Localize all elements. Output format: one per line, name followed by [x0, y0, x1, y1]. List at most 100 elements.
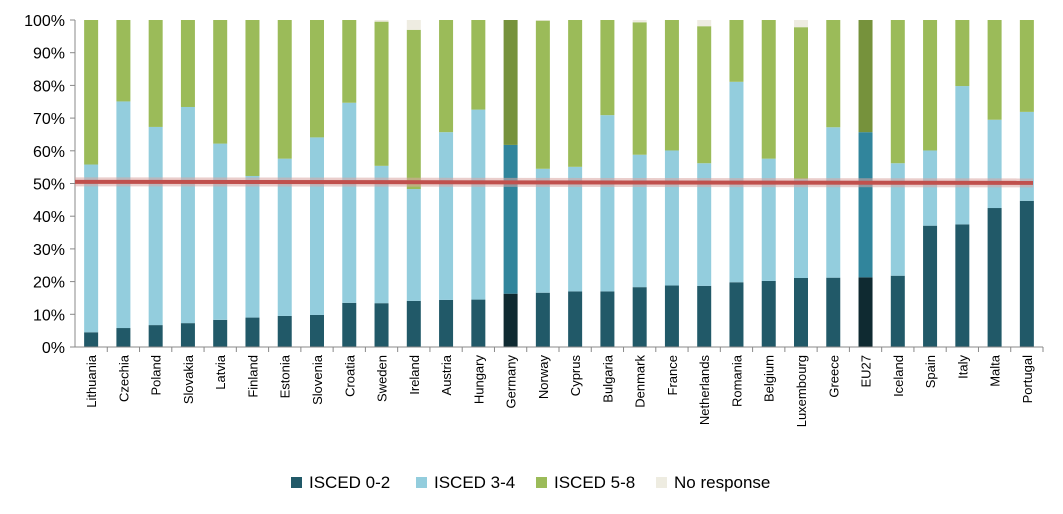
- x-axis: Lithuania Czechia Poland Slovakia Latvia Finl…: [75, 346, 1044, 427]
- bar-segment-no-response: [374, 20, 389, 22]
- bar-segment-isced-0-2: [890, 275, 905, 347]
- bar-segment-isced-0-2: [858, 277, 873, 347]
- bar-segment-isced-5-8: [374, 21, 389, 166]
- bar-segment-isced-5-8: [535, 20, 550, 169]
- bar-segment-isced-5-8: [697, 26, 712, 164]
- x-category-label: Belgium: [762, 355, 777, 402]
- x-category-label: Ireland: [407, 355, 422, 395]
- bar-segment-isced-5-8: [1019, 20, 1034, 112]
- x-category-label: Norway: [536, 355, 551, 400]
- bar-segment-isced-5-8: [664, 20, 679, 151]
- bar-segment-isced-3-4: [761, 158, 776, 281]
- y-tick-label: 0%: [42, 340, 65, 357]
- x-category-label: France: [665, 355, 680, 395]
- bar-segment-isced-3-4: [406, 189, 421, 301]
- bar-segment-isced-5-8: [116, 20, 131, 102]
- x-category-label: Germany: [504, 355, 519, 409]
- bar-segment-isced-0-2: [310, 314, 324, 347]
- bar-segment-isced-5-8: [729, 20, 744, 82]
- x-category-label: Cyprus: [568, 355, 583, 397]
- x-category-label: Portugal: [1020, 355, 1035, 404]
- bar-segment-isced-5-8: [568, 20, 583, 167]
- bar-segment-isced-3-4: [439, 132, 454, 300]
- bar-segment-isced-3-4: [632, 154, 647, 288]
- bar-segment-isced-3-4: [148, 126, 163, 326]
- x-category-label: Finland: [245, 355, 260, 398]
- bar-segment-isced-5-8: [439, 20, 454, 133]
- bar-segment-isced-3-4: [890, 163, 905, 276]
- y-tick-label: 100%: [24, 13, 65, 30]
- bar-segment-isced-3-4: [374, 165, 389, 304]
- x-category-label: Estonia: [278, 354, 293, 398]
- x-category-label: Austria: [439, 354, 454, 395]
- x-category-label: Luxembourg: [794, 355, 809, 427]
- x-category-label: EU27: [859, 355, 874, 388]
- x-category-label: Netherlands: [697, 355, 712, 426]
- legend-label: ISCED 5-8: [554, 473, 635, 492]
- x-category-label: Latvia: [213, 354, 228, 389]
- bar-segment-isced-5-8: [858, 20, 873, 133]
- bar-segment-isced-3-4: [245, 175, 260, 318]
- bar-segment-isced-0-2: [342, 302, 357, 347]
- bar-segment-isced-3-4: [213, 143, 228, 320]
- bar-segment-isced-0-2: [568, 291, 583, 347]
- bar-segment-isced-0-2: [955, 224, 970, 347]
- bar-segment-isced-3-4: [858, 132, 873, 278]
- bar-segment-isced-0-2: [729, 282, 744, 347]
- bar-segment-isced-3-4: [471, 109, 486, 300]
- x-category-label: Iceland: [891, 355, 906, 397]
- bar-segment-isced-3-4: [310, 137, 324, 315]
- bar-segment-isced-3-4: [664, 150, 679, 286]
- x-category-label: Poland: [149, 355, 164, 395]
- x-category-label: Greece: [826, 355, 841, 398]
- bar-segment-isced-3-4: [600, 115, 615, 292]
- bar-segment-isced-5-8: [213, 20, 228, 144]
- x-category-label: Sweden: [375, 355, 390, 402]
- x-category-label: Slovenia: [310, 354, 325, 405]
- bar-segment-isced-3-4: [180, 106, 195, 324]
- bar-segment-isced-3-4: [116, 101, 131, 329]
- x-category-label: Spain: [923, 355, 938, 388]
- bar-segment-isced-0-2: [374, 303, 389, 347]
- legend-label: ISCED 0-2: [309, 473, 390, 492]
- bar-segment-isced-0-2: [503, 293, 518, 347]
- x-category-label: Slovakia: [181, 354, 196, 404]
- bar-segment-isced-3-4: [955, 86, 970, 225]
- bar-segment-isced-5-8: [277, 20, 292, 159]
- y-tick-label: 90%: [33, 46, 65, 63]
- bar-segment-isced-0-2: [535, 292, 550, 347]
- bar-segment-isced-3-4: [794, 179, 808, 279]
- bar-segment-isced-3-4: [987, 119, 1002, 209]
- bar-segment-isced-0-2: [632, 287, 647, 347]
- y-tick-label: 50%: [33, 177, 65, 194]
- bar-segment-isced-3-4: [503, 144, 518, 294]
- legend-label: No response: [674, 473, 770, 492]
- legend-label: ISCED 3-4: [434, 473, 515, 492]
- bar-segment-isced-0-2: [471, 299, 486, 347]
- x-category-label: Italy: [955, 355, 970, 379]
- bar-segment-isced-0-2: [826, 277, 841, 347]
- bar-segment-isced-0-2: [84, 332, 99, 347]
- y-tick-label: 30%: [33, 242, 65, 259]
- bar-segment-isced-0-2: [439, 299, 454, 347]
- legend-swatch: [536, 477, 547, 488]
- bar-segment-isced-5-8: [84, 20, 99, 165]
- bar-segment-isced-5-8: [761, 20, 776, 159]
- y-tick-label: 40%: [33, 209, 65, 226]
- y-tick-label: 70%: [33, 111, 65, 128]
- bar-segment-isced-3-4: [535, 168, 550, 293]
- bar-segment-isced-5-8: [923, 20, 938, 151]
- bar-segment-isced-5-8: [890, 20, 905, 164]
- bar-segment-isced-0-2: [987, 208, 1002, 347]
- bar-segment-isced-3-4: [923, 150, 938, 226]
- bar-segment-isced-0-2: [180, 323, 195, 347]
- bar-segment-isced-0-2: [664, 285, 679, 347]
- x-category-label: Czechia: [116, 354, 131, 402]
- bar-segment-isced-5-8: [310, 20, 324, 138]
- bar-segment-isced-0-2: [1019, 200, 1034, 347]
- x-category-label: Hungary: [471, 355, 486, 405]
- bar-segment-isced-3-4: [568, 166, 583, 292]
- y-axis: 0% 10% 20% 30% 40% 50% 60% 70% 80% 90% 100%: [24, 13, 76, 357]
- bar-segment-isced-5-8: [632, 22, 647, 155]
